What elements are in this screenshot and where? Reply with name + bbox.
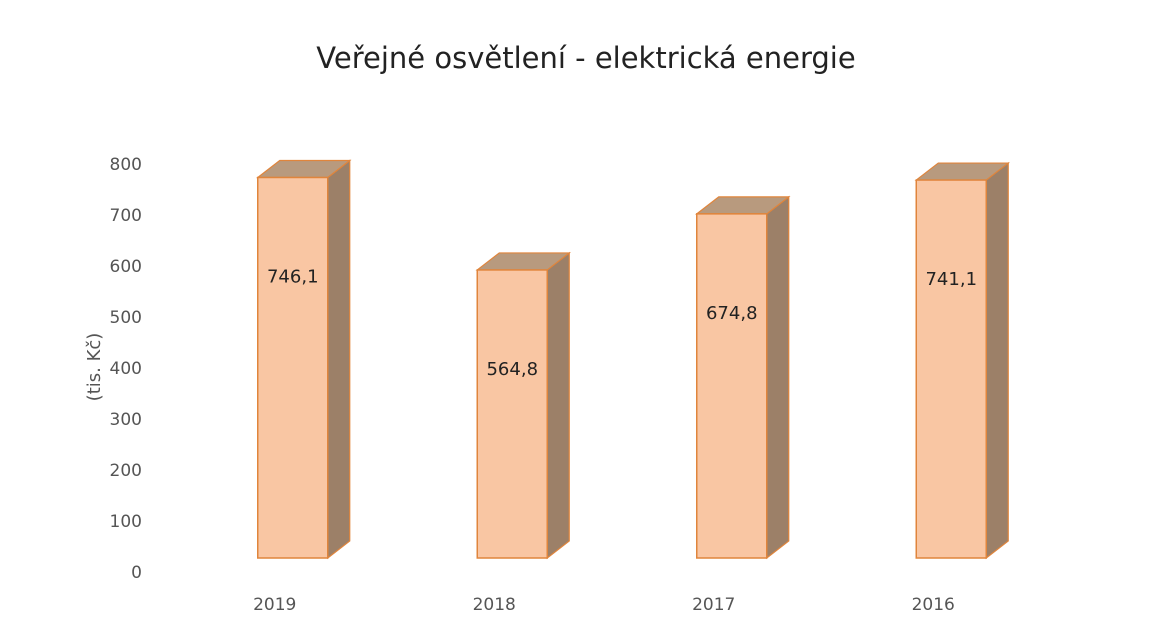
x-tick-label: 2018 [473, 595, 516, 615]
bar-front [696, 213, 768, 559]
x-tick-label: 2019 [253, 595, 296, 615]
bar-front [476, 269, 548, 559]
bar [255, 159, 352, 560]
x-tick-label: 2016 [912, 595, 955, 615]
y-tick-label: 500 [110, 308, 142, 328]
y-tick-label: 600 [110, 257, 142, 277]
y-tick-label: 0 [131, 563, 142, 583]
bar-front [915, 179, 987, 559]
y-axis-label: (tis. Kč) [84, 333, 105, 402]
bar-side [546, 251, 570, 560]
bar-side [766, 195, 790, 560]
value-label: 674,8 [706, 303, 758, 324]
value-label: 564,8 [486, 359, 538, 380]
bar [694, 195, 791, 560]
bar-side [327, 159, 351, 560]
chart-title: Veřejné osvětlení - elektrická energie [316, 41, 855, 75]
y-tick-label: 700 [110, 206, 142, 226]
x-tick-label: 2017 [692, 595, 735, 615]
bar [475, 251, 572, 560]
y-tick-label: 200 [110, 461, 142, 481]
bar-side [985, 161, 1009, 560]
bar-front [257, 176, 329, 559]
bar [914, 161, 1011, 560]
value-label: 741,1 [925, 269, 977, 290]
y-tick-label: 100 [110, 512, 142, 532]
y-tick-label: 300 [110, 410, 142, 430]
value-label: 746,1 [267, 266, 319, 287]
y-tick-label: 400 [110, 359, 142, 379]
y-tick-label: 800 [110, 155, 142, 175]
